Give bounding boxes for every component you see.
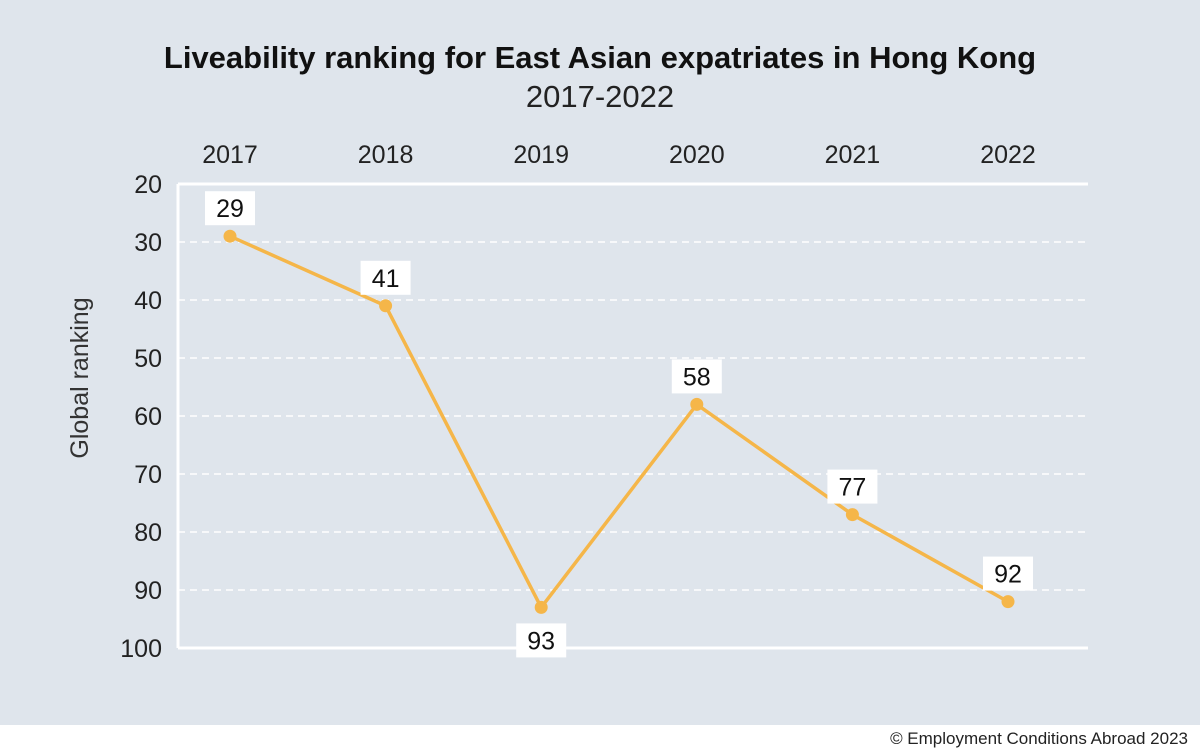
y-tick-label: 100	[120, 635, 162, 663]
y-tick-label: 60	[134, 403, 162, 431]
chart-title: Liveability ranking for East Asian expat…	[164, 40, 1036, 75]
copyright-notice: © Employment Conditions Abroad 2023	[890, 729, 1188, 748]
data-label: 92	[994, 561, 1022, 589]
y-tick-label: 90	[134, 577, 162, 605]
line-chart: Liveability ranking for East Asian expat…	[66, 40, 1088, 663]
y-tick-label: 30	[134, 229, 162, 257]
y-tick-label: 20	[134, 171, 162, 199]
x-tick-label: 2021	[825, 141, 881, 169]
x-tick-label: 2020	[669, 141, 725, 169]
data-point	[223, 229, 237, 243]
data-point	[690, 397, 704, 411]
data-label-box	[360, 260, 411, 295]
x-tick-label: 2019	[513, 141, 569, 169]
data-point	[379, 299, 393, 313]
data-label-box	[827, 469, 878, 504]
y-tick-label: 80	[134, 519, 162, 547]
data-label: 77	[838, 474, 866, 502]
data-label: 58	[683, 363, 711, 391]
data-point	[534, 600, 548, 614]
data-label: 41	[372, 265, 400, 293]
data-label-box	[205, 191, 255, 226]
data-label-box	[671, 359, 722, 394]
x-tick-label: 2017	[202, 141, 258, 169]
chart-subtitle: 2017-2022	[526, 79, 674, 114]
chart-panel: Liveability ranking for East Asian expat…	[0, 0, 1200, 725]
data-label-box	[516, 623, 567, 658]
x-tick-label: 2018	[358, 141, 414, 169]
data-label: 93	[527, 627, 555, 655]
y-tick-label: 40	[134, 287, 162, 315]
series-line	[229, 234, 1009, 610]
x-tick-label: 2022	[980, 141, 1036, 169]
data-label: 29	[216, 195, 244, 223]
data-point	[1001, 595, 1015, 609]
data-label-box	[983, 556, 1033, 591]
y-tick-label: 70	[134, 461, 162, 489]
y-tick-label: 50	[134, 345, 162, 373]
y-axis-label: Global ranking	[66, 297, 94, 458]
data-point	[845, 508, 859, 522]
